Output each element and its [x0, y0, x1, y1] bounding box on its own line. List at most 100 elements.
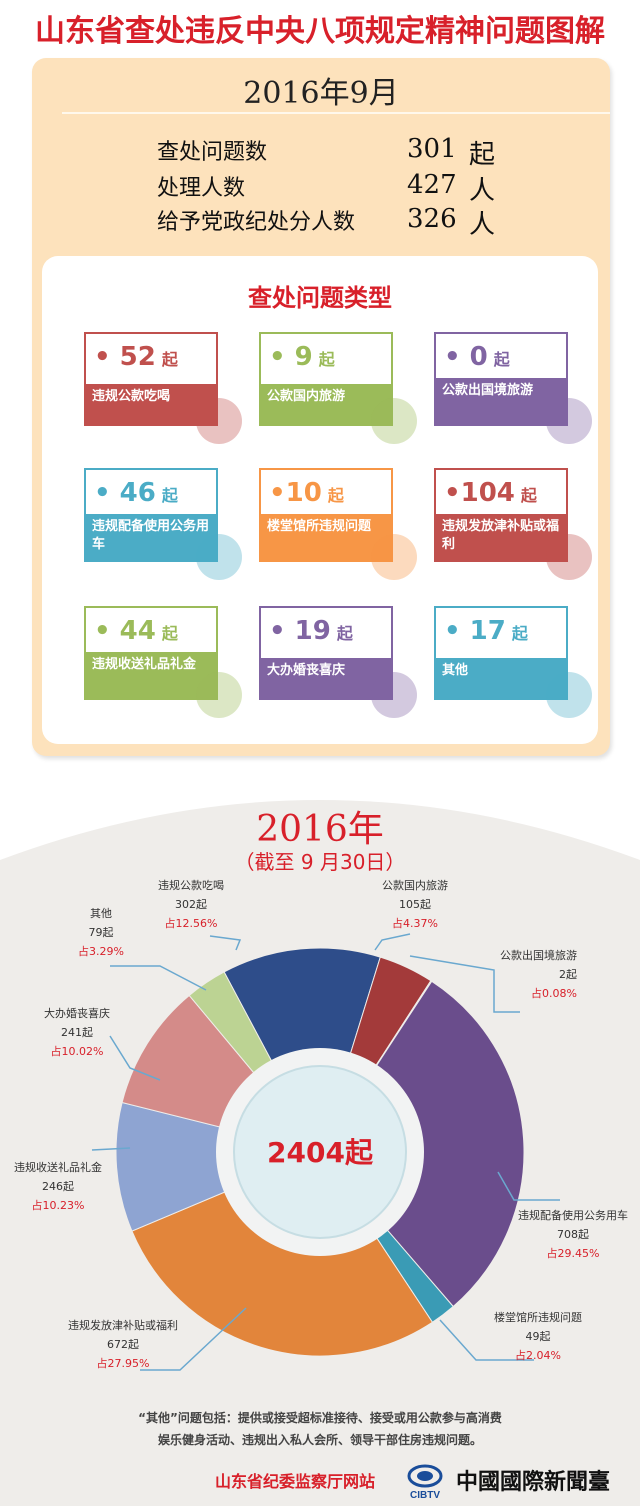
label-pct: 占10.23%	[31, 1199, 85, 1212]
leader-line	[374, 933, 411, 951]
leader-line	[439, 1319, 534, 1361]
card-label: 公款出国境旅游	[436, 378, 566, 424]
card-count-unit: 起	[336, 624, 353, 643]
stat-label: 给予党政纪处分人数	[157, 210, 356, 235]
card-decor-circle	[546, 672, 592, 718]
donut-hole	[233, 1065, 407, 1239]
card-count: • 46 起	[94, 478, 178, 508]
label-jinbutie: 违规发放津补贴或福利 672起 占27.95%	[68, 1316, 178, 1373]
label-pct: 占27.95%	[96, 1357, 150, 1370]
stat-row-people: 处理人数 427 人	[157, 170, 577, 206]
card-count: •10 起	[269, 478, 344, 508]
main-title: 山东省查处违反中央八项规定精神问题图解	[35, 14, 605, 49]
type-card: • 9 起公款国内旅游	[259, 332, 417, 444]
label-count: 708起	[557, 1228, 589, 1241]
type-card: • 17 起其他	[434, 606, 592, 718]
label-count: 49起	[525, 1330, 551, 1343]
card-label: 违规收送礼品礼金	[86, 652, 216, 698]
card-label: 违规配备使用公务用车	[86, 514, 216, 560]
card-label: 楼堂馆所违规问题	[261, 514, 391, 560]
footer-brand: 中國國際新聞臺	[456, 1469, 611, 1495]
leader-line	[497, 1171, 560, 1201]
type-card: •104 起违规发放津补贴或福利	[434, 468, 592, 580]
label-name: 违规发放津补贴或福利	[68, 1319, 178, 1332]
label-gongkuan-chihe: 违规公款吃喝 302起 占12.56%	[158, 876, 224, 933]
type-card: • 52 起违规公款吃喝	[84, 332, 242, 444]
card-count-unit: 起	[161, 486, 178, 505]
label-loutang-guansuo: 楼堂馆所违规问题 49起 占2.04%	[494, 1308, 582, 1365]
month-divider	[62, 112, 610, 114]
card-count-unit: 起	[511, 624, 528, 643]
card-decor-circle	[546, 398, 592, 444]
label-pct: 占10.02%	[50, 1045, 104, 1058]
label-qita: 其他 79起 占3.29%	[78, 904, 124, 961]
label-name: 大办婚丧喜庆	[44, 1007, 110, 1020]
label-gongwu-yongche: 违规配备使用公务用车 708起 占29.45%	[518, 1206, 628, 1263]
stat-unit: 起	[469, 140, 496, 170]
card-label: 公款国内旅游	[261, 384, 391, 424]
card-label: 大办婚丧喜庆	[261, 658, 391, 698]
year-subtitle: （截至 9 月30日）	[234, 850, 406, 874]
stat-value: 301	[407, 134, 457, 164]
card-count: • 9 起	[269, 342, 335, 372]
label-count: 105起	[399, 898, 431, 911]
label-pct: 占0.08%	[531, 987, 577, 1000]
card-decor-circle	[196, 398, 242, 444]
card-count-value: • 52	[94, 342, 156, 372]
card-count: •104 起	[444, 478, 537, 508]
card-count-value: • 19	[269, 616, 331, 646]
type-card: • 44 起违规收送礼品礼金	[84, 606, 242, 718]
label-pct: 占12.56%	[164, 917, 218, 930]
stat-row-problems: 查处问题数 301 起	[157, 134, 577, 170]
card-decor-circle	[196, 534, 242, 580]
donut-total: 2404起	[267, 1136, 374, 1169]
label-count: 241起	[61, 1026, 93, 1039]
label-pct: 占2.04%	[515, 1349, 561, 1362]
stat-unit: 人	[469, 176, 496, 206]
type-card: •10 起楼堂馆所违规问题	[259, 468, 417, 580]
label-guonei-lvyou: 公款国内旅游 105起 占4.37%	[382, 876, 448, 933]
cibtv-logo-icon: CIBTV	[407, 1464, 443, 1501]
types-title: 查处问题类型	[248, 284, 392, 312]
card-count: • 0 起	[444, 342, 510, 372]
footnote-line-1: “其他”问题包括：提供或接受超标准接待、接受或用公款参与高消费	[138, 1411, 502, 1425]
label-count: 246起	[42, 1180, 74, 1193]
card-count-unit: 起	[318, 350, 335, 369]
label-name: 违规收送礼品礼金	[14, 1161, 102, 1174]
pie-slice-5	[131, 1151, 434, 1357]
card-count: • 17 起	[444, 616, 528, 646]
logo-text: CIBTV	[410, 1490, 440, 1501]
problem-types-panel: 查处问题类型 • 52 起违规公款吃喝 • 9 起公款国内旅游 • 0 起公款出国境旅游 •…	[42, 256, 598, 744]
card-decor-circle	[196, 672, 242, 718]
leader-line	[209, 935, 242, 951]
card-count-unit: 起	[520, 486, 537, 505]
stat-value: 326	[407, 204, 457, 234]
card-count-value: •104	[444, 478, 515, 508]
label-name: 楼堂馆所违规问题	[494, 1311, 582, 1324]
label-name: 违规公款吃喝	[158, 879, 224, 892]
label-count: 79起	[88, 926, 114, 939]
card-count-value: • 46	[94, 478, 156, 508]
label-pct: 占29.45%	[546, 1247, 600, 1260]
leader-line	[109, 1035, 161, 1081]
monthly-panel: 2016年9月 查处问题数 301 起 处理人数 427 人 给予党政纪处分人数…	[32, 58, 610, 756]
leader-line	[409, 955, 520, 1013]
type-card: • 0 起公款出国境旅游	[434, 332, 592, 444]
card-decor-circle	[546, 534, 592, 580]
stat-label: 处理人数	[157, 176, 246, 201]
month-title: 2016年9月	[243, 76, 399, 111]
card-decor-circle	[371, 672, 417, 718]
card-count-unit: 起	[327, 486, 344, 505]
card-count-unit: 起	[161, 350, 178, 369]
label-name: 其他	[89, 907, 112, 920]
label-count: 302起	[175, 898, 207, 911]
leader-line	[140, 1307, 247, 1371]
card-count-unit: 起	[161, 624, 178, 643]
donut-chart: 2404起	[91, 933, 560, 1371]
type-card: • 46 起违规配备使用公务用车	[84, 468, 242, 580]
label-name: 违规配备使用公务用车	[518, 1209, 628, 1222]
footer-source: 山东省纪委监察厅网站	[215, 1472, 376, 1491]
stat-unit: 人	[469, 210, 496, 240]
card-count-value: • 0	[444, 342, 488, 372]
footnote-line-2: 娱乐健身活动、违规出入私人会所、领导干部住房违规问题。	[157, 1433, 482, 1447]
